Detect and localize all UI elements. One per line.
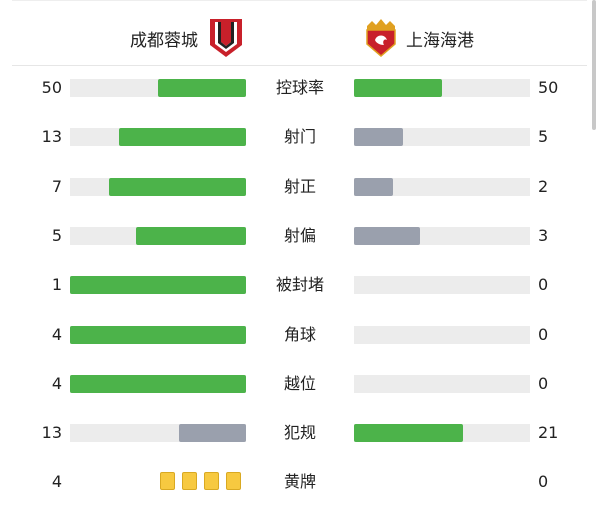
- home-bar-fill: [118, 128, 246, 147]
- away-value: 0: [538, 275, 549, 295]
- stat-label: 越位: [283, 373, 316, 393]
- home-bar-fill: [109, 177, 246, 196]
- away-value: 21: [538, 423, 559, 443]
- home-bar-fill: [70, 374, 246, 393]
- home-bar: [70, 424, 246, 443]
- home-value: 4: [51, 373, 62, 393]
- home-value: 4: [51, 472, 62, 491]
- match-header: 成都蓉城 上海海港: [12, 0, 587, 66]
- yellow-card-icon: [182, 472, 197, 490]
- stat-row: 13 射门 5: [0, 127, 590, 147]
- home-bar: [70, 325, 246, 344]
- home-bar-fill: [70, 276, 246, 295]
- stat-row: 50 控球率 50: [0, 78, 590, 98]
- scrollbar[interactable]: [592, 0, 596, 130]
- stat-row: 1 被封堵 0: [0, 275, 590, 295]
- stat-row: 4 越位 0: [0, 374, 590, 394]
- away-bar-fill: [354, 79, 442, 97]
- away-bar: [354, 226, 530, 245]
- home-bar: [70, 177, 246, 196]
- home-value: 50: [41, 78, 62, 97]
- stat-label: 角球: [283, 324, 316, 344]
- home-bar: [70, 276, 246, 295]
- yellow-card-icon: [204, 472, 219, 490]
- away-team-logo-icon: [366, 19, 396, 57]
- home-value: 4: [51, 324, 62, 344]
- stat-label: 犯规: [283, 423, 316, 443]
- stat-row-yellow-cards: 4 黄牌 0: [0, 472, 590, 492]
- stat-row: 5 射偏 3: [0, 226, 590, 246]
- stat-label: 射正: [283, 176, 316, 196]
- home-bar: [70, 374, 246, 393]
- home-bar-fill: [158, 79, 246, 97]
- home-value: 1: [51, 275, 62, 295]
- stat-row: 7 射正 2: [0, 177, 590, 197]
- away-bar-fill: [354, 177, 394, 196]
- home-value: 13: [41, 423, 62, 443]
- away-bar: [354, 374, 530, 393]
- stat-label: 控球率: [275, 78, 324, 97]
- stat-row: 13 犯规 21: [0, 423, 590, 443]
- away-value: 0: [538, 373, 549, 393]
- away-bar: [354, 79, 530, 97]
- away-bar-fill: [354, 424, 463, 443]
- away-bar: [354, 424, 530, 443]
- home-value: 13: [41, 127, 62, 147]
- away-value: 5: [538, 127, 549, 147]
- home-bar: [70, 128, 246, 147]
- home-team[interactable]: 成都蓉城: [130, 18, 244, 58]
- home-yellow-cards: [160, 472, 241, 490]
- home-team-name: 成都蓉城: [130, 30, 198, 51]
- stat-row: 4 角球 0: [0, 325, 590, 345]
- home-team-logo-icon: [210, 19, 242, 57]
- home-bar: [70, 226, 246, 245]
- home-bar-fill: [136, 226, 246, 245]
- away-bar: [354, 128, 530, 147]
- home-bar: [70, 79, 246, 97]
- home-value: 7: [51, 176, 62, 196]
- stat-label: 被封堵: [275, 275, 324, 295]
- away-value: 2: [538, 176, 549, 196]
- away-value: 0: [538, 472, 549, 491]
- away-bar-fill: [354, 128, 403, 147]
- away-value: 50: [538, 78, 559, 97]
- home-bar-fill: [178, 424, 246, 443]
- home-bar-fill: [70, 325, 246, 344]
- yellow-card-icon: [226, 472, 241, 490]
- home-value: 5: [51, 225, 62, 245]
- away-team-name: 上海海港: [406, 30, 474, 51]
- away-team[interactable]: 上海海港: [364, 18, 474, 58]
- yellow-card-icon: [160, 472, 175, 490]
- away-bar: [354, 325, 530, 344]
- away-bar: [354, 276, 530, 295]
- away-bar-fill: [354, 226, 420, 245]
- stat-label: 黄牌: [283, 472, 316, 491]
- away-bar: [354, 177, 530, 196]
- stat-label: 射门: [283, 127, 316, 147]
- away-value: 0: [538, 324, 549, 344]
- away-value: 3: [538, 225, 549, 245]
- stat-label: 射偏: [283, 225, 316, 245]
